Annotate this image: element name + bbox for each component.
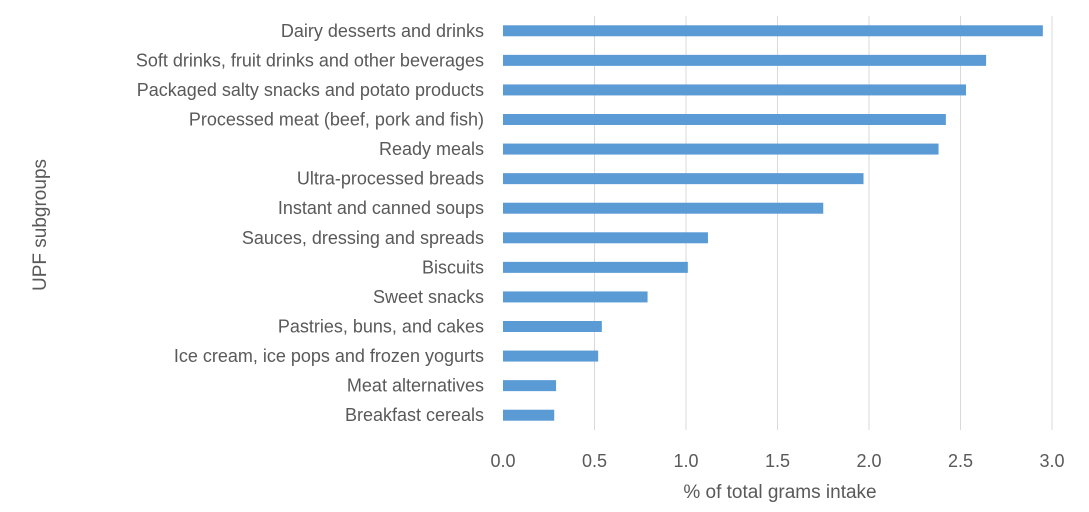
gridlines — [594, 16, 1053, 430]
bar — [503, 321, 602, 332]
bar — [503, 173, 864, 185]
bar — [503, 380, 557, 392]
category-label: Soft drinks, fruit drinks and other beve… — [136, 50, 484, 70]
x-tick-label: 1.5 — [765, 451, 790, 471]
bar — [503, 202, 824, 214]
category-label: Ice cream, ice pops and frozen yogurts — [174, 346, 484, 366]
x-tick-label: 0.0 — [490, 451, 515, 471]
y-axis-title: UPF subgroups — [30, 159, 51, 291]
x-tick-label: 1.0 — [673, 451, 698, 471]
x-tick-labels: 0.0 0.5 1.0 1.5 2.0 2.5 3.0 — [490, 451, 1064, 471]
category-labels: Dairy desserts and drinks Soft drinks, fr… — [136, 21, 484, 425]
bar — [503, 54, 987, 66]
category-label: Meat alternatives — [347, 376, 484, 396]
bar — [503, 291, 648, 303]
bar — [503, 409, 555, 421]
category-label: Ready meals — [379, 139, 484, 159]
category-label: Sweet snacks — [373, 287, 484, 307]
category-label: Dairy desserts and drinks — [281, 21, 484, 41]
x-tick-label: 3.0 — [1039, 451, 1064, 471]
x-tick-label: 2.0 — [856, 451, 881, 471]
x-tick-label: 2.5 — [948, 451, 973, 471]
bar — [503, 143, 939, 155]
category-label: Breakfast cereals — [345, 405, 484, 425]
bar — [503, 114, 946, 125]
category-label: Ultra-processed breads — [297, 169, 484, 189]
category-label: Pastries, buns, and cakes — [278, 317, 484, 337]
bar — [503, 232, 708, 244]
category-label: Sauces, dressing and spreads — [242, 228, 484, 248]
x-tick-label: 0.5 — [582, 451, 607, 471]
x-axis-title: % of total grams intake — [683, 482, 876, 503]
bars — [503, 25, 1043, 421]
category-label: Packaged salty snacks and potato product… — [137, 80, 484, 100]
category-label: Instant and canned soups — [278, 198, 484, 218]
bar — [503, 84, 966, 96]
bar — [503, 25, 1043, 37]
bar — [503, 261, 688, 273]
category-label: Biscuits — [422, 257, 484, 277]
category-label: Processed meat (beef, pork and fish) — [189, 110, 484, 130]
bar — [503, 350, 599, 362]
